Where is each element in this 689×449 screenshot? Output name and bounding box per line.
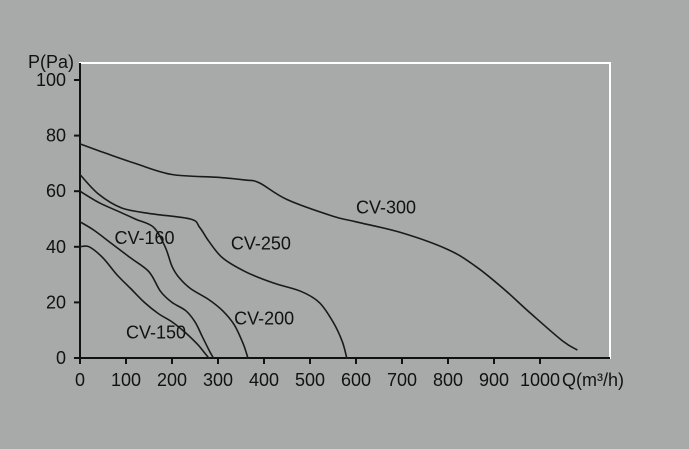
x-tick-label: 0 xyxy=(75,370,85,390)
x-tick-label: 800 xyxy=(433,370,463,390)
series-curves xyxy=(79,143,578,359)
y-tick-label: 80 xyxy=(46,126,66,146)
series-line-cv-150 xyxy=(79,245,210,359)
y-axis-ticks: 0 20 40 60 80 100 xyxy=(36,70,80,368)
y-tick-label: 20 xyxy=(46,292,66,312)
series-line-cv-300 xyxy=(79,143,578,351)
series-label-cv-250: CV-250 xyxy=(231,234,291,254)
x-tick-label: 600 xyxy=(341,370,371,390)
series-line-cv-200 xyxy=(79,190,249,359)
series-label-cv-200: CV-200 xyxy=(234,309,294,329)
x-tick-label: 400 xyxy=(249,370,279,390)
x-axis-title: Q(m³/h) xyxy=(562,370,624,390)
y-tick-label: 40 xyxy=(46,237,66,257)
series-label-cv-300: CV-300 xyxy=(356,197,416,217)
y-tick-label: 100 xyxy=(36,70,66,90)
series-line-cv-250 xyxy=(79,173,348,359)
x-tick-label: 1000 xyxy=(520,370,560,390)
x-tick-label: 200 xyxy=(157,370,187,390)
x-tick-label: 900 xyxy=(479,370,509,390)
y-tick-label: 0 xyxy=(56,348,66,368)
x-axis-ticks: 0 100 200 300 400 500 600 700 800 900 1000 xyxy=(75,358,560,390)
series-line-cv-160 xyxy=(79,221,215,359)
x-tick-label: 300 xyxy=(203,370,233,390)
x-tick-label: 500 xyxy=(295,370,325,390)
y-tick-label: 60 xyxy=(46,181,66,201)
series-label-cv-150: CV-150 xyxy=(126,323,186,343)
y-axis-title: P(Pa) xyxy=(28,52,74,72)
series-label-cv-160: CV-160 xyxy=(115,228,175,248)
x-tick-label: 700 xyxy=(387,370,417,390)
x-tick-label: 100 xyxy=(111,370,141,390)
series-labels: CV-150 CV-160 CV-200 CV-250 CV-300 xyxy=(115,197,417,342)
